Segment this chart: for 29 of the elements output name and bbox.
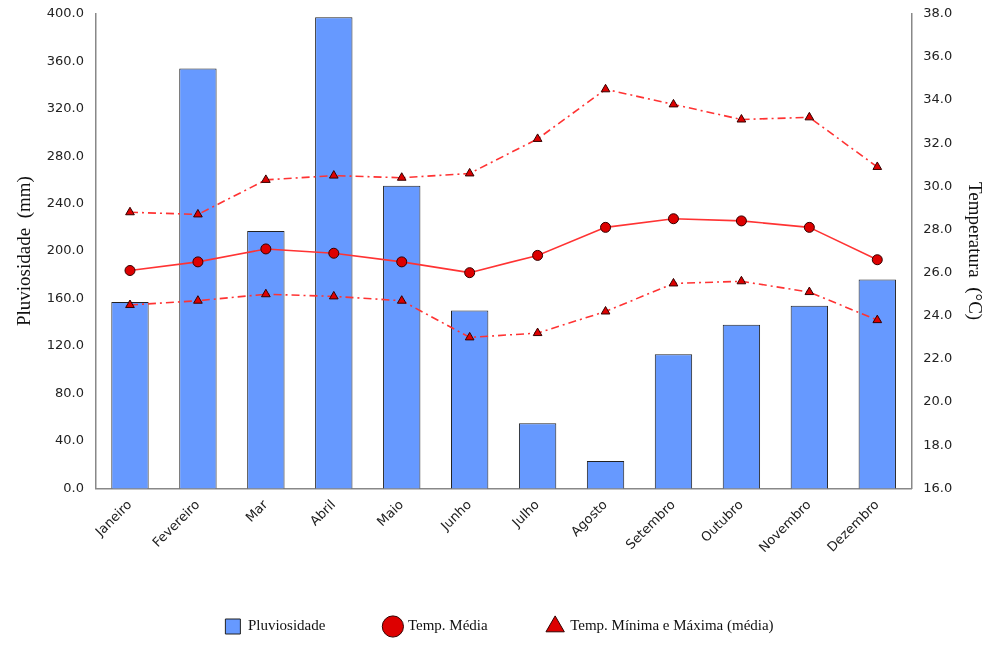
y2-tick-label: 28.0 bbox=[923, 220, 953, 236]
y-tick-label: 400.0 bbox=[46, 5, 85, 21]
y-axis-title: Pluviosidade (mm) bbox=[13, 176, 36, 327]
y2-tick-label: 16.0 bbox=[923, 479, 953, 495]
y2-tick-label: 26.0 bbox=[923, 264, 953, 280]
y-tick-label: 120.0 bbox=[46, 337, 85, 353]
y2-tick-label: 20.0 bbox=[923, 393, 953, 409]
y-tick-label: 320.0 bbox=[46, 100, 85, 116]
y-tick-label: 40.0 bbox=[55, 432, 85, 448]
legend-label: Temp. Mínima e Máxima (média) bbox=[570, 617, 774, 635]
y-tick-label: 200.0 bbox=[46, 242, 85, 258]
y2-tick-label: 36.0 bbox=[923, 48, 953, 64]
y2-tick-label: 24.0 bbox=[923, 307, 953, 323]
y2-tick-label: 22.0 bbox=[923, 350, 953, 366]
x-tick-label: Mar bbox=[242, 496, 271, 525]
y-tick-label: 240.0 bbox=[46, 195, 85, 211]
y2-tick-label: 32.0 bbox=[923, 134, 953, 150]
y2-tick-label: 38.0 bbox=[923, 5, 953, 21]
y2-axis-title: Temperatura (°C) bbox=[963, 182, 986, 321]
y2-tick-label: 18.0 bbox=[923, 436, 953, 452]
y-tick-label: 80.0 bbox=[55, 384, 85, 400]
y-tick-label: 160.0 bbox=[46, 289, 85, 305]
legend-label: Temp. Média bbox=[407, 617, 488, 634]
y2-tick-label: 34.0 bbox=[923, 91, 953, 107]
y2-tick-label: 30.0 bbox=[923, 177, 953, 193]
y-tick-label: 280.0 bbox=[46, 147, 85, 163]
y-tick-label: 0.0 bbox=[63, 479, 85, 495]
legend-label: Pluviosidade bbox=[247, 617, 326, 634]
y-tick-label: 360.0 bbox=[46, 52, 85, 68]
